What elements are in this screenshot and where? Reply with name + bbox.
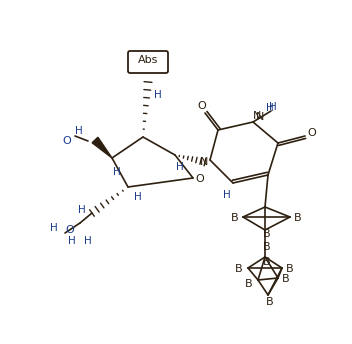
Text: H: H [68,236,76,246]
Text: B: B [266,297,274,307]
Text: B: B [294,213,302,223]
Text: N: N [200,157,208,167]
Polygon shape [92,137,112,158]
Text: H: H [266,103,274,113]
Text: B: B [235,264,243,274]
Text: O: O [196,174,205,184]
Text: N: N [256,112,264,122]
Text: B: B [282,274,290,284]
Text: O: O [63,136,71,146]
Text: H: H [176,162,184,172]
Text: O: O [65,225,74,235]
Text: B: B [263,229,271,239]
Text: H: H [78,205,86,215]
Text: H: H [113,167,121,177]
Text: B: B [231,213,239,223]
Text: H: H [154,90,162,100]
Text: B: B [286,264,294,274]
Text: H: H [223,190,231,200]
Text: B: B [263,257,271,267]
Text: H: H [269,102,277,112]
Text: B: B [245,279,253,289]
Text: N: N [253,111,261,121]
Text: H: H [84,236,92,246]
Text: Abs: Abs [138,55,158,65]
Text: H: H [134,192,142,202]
Text: H: H [50,223,58,233]
Text: B: B [263,242,271,252]
FancyBboxPatch shape [128,51,168,73]
Text: O: O [308,128,316,138]
Text: O: O [197,101,206,111]
Text: H: H [75,126,83,136]
